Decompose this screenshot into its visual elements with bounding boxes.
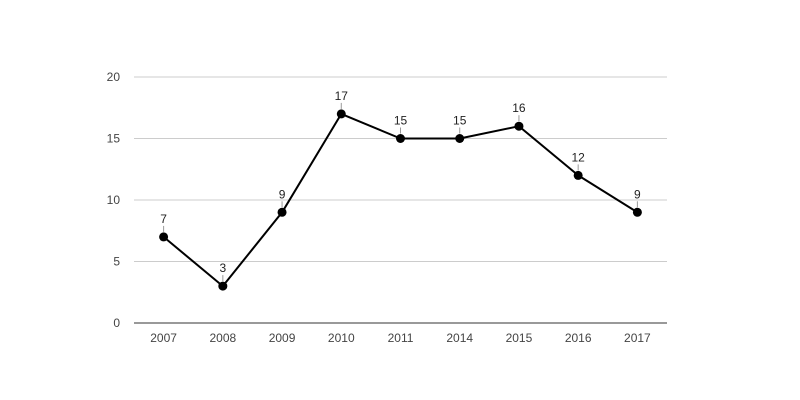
data-labels: 7 3 9 17 15 15 16 12 9 xyxy=(160,89,641,282)
data-label: 16 xyxy=(512,101,526,115)
data-label: 9 xyxy=(279,187,286,201)
data-point xyxy=(159,232,169,242)
x-axis: 2007 2008 2009 2010 2011 2014 2015 2016 2017 xyxy=(134,322,667,345)
y-axis: 0 5 10 15 20 xyxy=(107,70,121,330)
y-tick-label: 0 xyxy=(113,316,120,330)
data-point xyxy=(336,109,346,119)
y-tick-label: 15 xyxy=(107,132,121,146)
data-point xyxy=(277,207,287,217)
series-layer xyxy=(159,109,642,291)
x-tick-label: 2007 xyxy=(150,331,177,345)
data-point xyxy=(514,121,524,131)
x-tick-label: 2016 xyxy=(565,331,592,345)
data-label: 15 xyxy=(453,114,467,128)
data-label: 15 xyxy=(394,114,408,128)
data-label: 9 xyxy=(634,187,641,201)
x-tick-label: 2011 xyxy=(388,331,414,345)
x-tick-label: 2014 xyxy=(446,331,473,345)
data-point xyxy=(455,134,465,143)
data-label: 3 xyxy=(219,261,226,275)
data-point xyxy=(218,281,228,291)
x-tick-label: 2009 xyxy=(269,331,296,345)
data-label: 12 xyxy=(571,150,585,164)
data-point xyxy=(632,207,642,217)
data-label: 7 xyxy=(160,212,167,226)
x-tick-label: 2008 xyxy=(209,331,236,345)
y-tick-label: 20 xyxy=(107,70,121,84)
gridlines xyxy=(134,76,667,262)
data-point xyxy=(573,170,583,180)
y-tick-label: 10 xyxy=(107,193,121,207)
x-tick-label: 2010 xyxy=(328,331,355,345)
y-tick-label: 5 xyxy=(113,255,120,269)
data-point xyxy=(396,134,405,143)
data-label: 17 xyxy=(335,89,349,103)
x-tick-label: 2015 xyxy=(506,331,533,345)
x-tick-label: 2017 xyxy=(624,331,651,345)
